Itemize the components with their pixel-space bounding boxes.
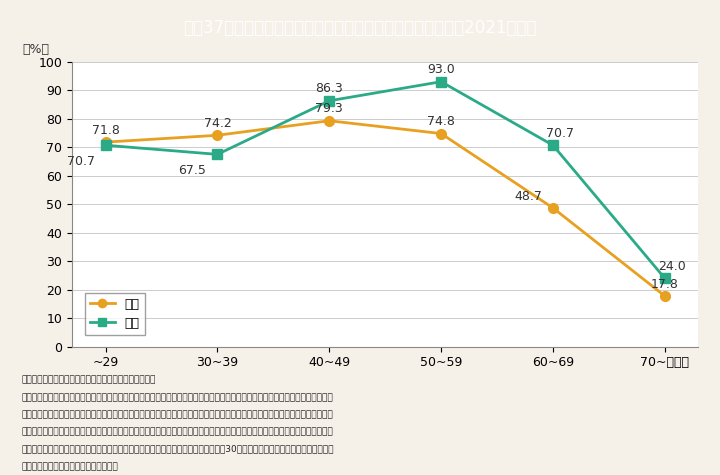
Text: （備考）　１．総務省「社会生活基本調査」より作成。: （備考） １．総務省「社会生活基本調査」より作成。 — [22, 376, 156, 385]
Text: 24.0: 24.0 — [658, 260, 685, 273]
Text: 74.8: 74.8 — [427, 115, 455, 128]
Text: 48.7: 48.7 — [514, 190, 542, 203]
Text: （%）: （%） — [22, 43, 49, 56]
Text: 93.0: 93.0 — [427, 63, 455, 76]
Text: 74.2: 74.2 — [204, 117, 231, 130]
Text: ２．ここでいう介護とは、日常生活における入浴・トイレ・移動・食事等の際に何らかの手助けをすることや洗濯・掃: ２．ここでいう介護とは、日常生活における入浴・トイレ・移動・食事等の際に何らかの… — [22, 393, 333, 402]
Text: 86.3: 86.3 — [315, 83, 343, 95]
Text: している」としている。: している」としている。 — [22, 462, 118, 471]
Text: 除などの家事援助などを行うことをいう。介護保険法における要介護認定を受けていない人や障害者総合支援法に: 除などの家事援助などを行うことをいう。介護保険法における要介護認定を受けていない… — [22, 410, 333, 419]
Text: おける障害支援区分の認定を受けていない人に対する介護も含み、一時的に病気等で寝ている人に対する介護は除: おける障害支援区分の認定を受けていない人に対する介護も含み、一時的に病気等で寝て… — [22, 428, 333, 437]
Text: く。ふだんの状態がはっきり決められない場合は、おおむね１年間に30日以上介護をしていれば「ふだん介護を: く。ふだんの状態がはっきり決められない場合は、おおむね１年間に30日以上介護をし… — [22, 445, 334, 454]
Text: 79.3: 79.3 — [315, 103, 343, 115]
Text: 70.7: 70.7 — [546, 127, 574, 140]
Text: 特－37図　介護者の有業率（男女別、年齢階級別、令和３（2021）年）: 特－37図 介護者の有業率（男女別、年齢階級別、令和３（2021）年） — [184, 19, 536, 38]
Text: 67.5: 67.5 — [179, 164, 207, 177]
Text: 70.7: 70.7 — [66, 155, 94, 168]
Text: 17.8: 17.8 — [651, 278, 679, 291]
Legend: 女性, 男性: 女性, 男性 — [84, 293, 145, 335]
Text: 71.8: 71.8 — [91, 124, 120, 137]
